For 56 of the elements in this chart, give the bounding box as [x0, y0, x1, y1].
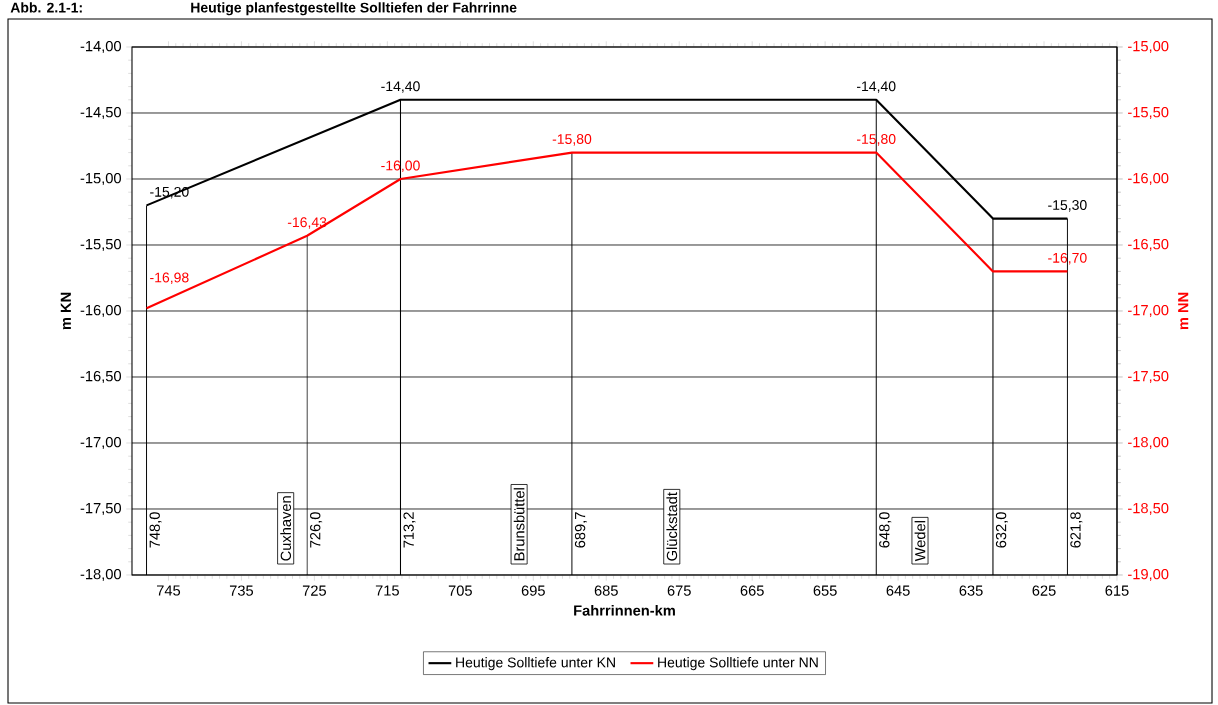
y2-tick-label: -18,00: [1128, 436, 1169, 450]
x-axis-title: Fahrrinnen-km: [574, 604, 675, 616]
ref-line-label: 648,0: [879, 512, 892, 548]
data-label: -15,80: [552, 134, 592, 146]
y2-tick-label: -19,00: [1128, 568, 1169, 582]
ref-line-label: 689,7: [574, 512, 588, 548]
ref-line-label: 748,0: [149, 512, 162, 548]
chart-title: Heutige planfestgestellte Solltiefen der Fahrrinne: [191, 2, 517, 16]
ref-line-label: 726,0: [310, 512, 323, 548]
x-tick-label: 725: [302, 585, 326, 596]
y2-tick-label: -18,50: [1128, 502, 1169, 516]
y2-tick-label: -17,00: [1128, 304, 1169, 318]
x-tick-label: 665: [740, 585, 764, 596]
y-tick-label: -16,50: [80, 370, 121, 384]
y-tick-label: -15,00: [80, 172, 121, 186]
x-tick-label: 635: [959, 585, 983, 596]
x-tick-label: 645: [886, 585, 910, 596]
x-tick-label: 675: [667, 585, 691, 596]
data-label: -14,40: [856, 81, 896, 93]
ref-line-label: 632,0: [995, 512, 1009, 548]
y-axis-title: m KN: [60, 292, 71, 330]
data-label: -16,98: [150, 272, 189, 285]
x-tick-label: 735: [229, 585, 254, 596]
x-tick-label: 685: [594, 585, 618, 596]
annotation: Brunsbüttel: [513, 488, 525, 561]
x-tick-label: 625: [1032, 585, 1056, 596]
y-tick-label: -17,50: [80, 502, 121, 516]
x-tick-label: 655: [813, 585, 837, 596]
data-label: -14,40: [381, 81, 420, 93]
y2-tick-label: -16,00: [1128, 172, 1169, 186]
y-tick-label: -15,50: [80, 238, 121, 252]
x-tick-label: 615: [1105, 585, 1129, 596]
y2-tick-label: -16,50: [1128, 238, 1169, 252]
x-tick-label: 745: [156, 585, 181, 596]
ref-line-label: 621,8: [1070, 512, 1083, 548]
annotation: Glückstadt: [666, 492, 678, 561]
y-tick-label: -16,00: [80, 304, 121, 318]
y-tick-label: -17,00: [80, 436, 121, 450]
y2-axis-title: m NN: [1178, 292, 1189, 330]
y2-tick-label: -15,50: [1128, 106, 1169, 120]
data-label: -15,30: [1048, 200, 1087, 212]
legend-label: Heutige Solltiefe unter KN: [456, 657, 615, 671]
ref-line-label: 713,2: [403, 512, 416, 548]
y2-tick-label: -15,00: [1128, 40, 1169, 54]
data-label: -16,43: [287, 217, 327, 229]
x-tick-label: 705: [448, 585, 472, 596]
x-tick-label: 695: [521, 585, 545, 596]
legend-label: Heutige Solltiefe unter NN: [658, 657, 818, 671]
annotation: Cuxhaven: [280, 496, 292, 561]
y-tick-label: -14,00: [80, 40, 121, 54]
y-tick-label: -18,00: [80, 568, 121, 582]
y2-tick-label: -17,50: [1128, 370, 1169, 384]
annotation: Wedel: [914, 521, 926, 562]
y-tick-label: -14,50: [80, 106, 121, 120]
caption: Abb. 2.1-1:: [10, 2, 82, 13]
x-tick-label: 715: [375, 585, 399, 596]
